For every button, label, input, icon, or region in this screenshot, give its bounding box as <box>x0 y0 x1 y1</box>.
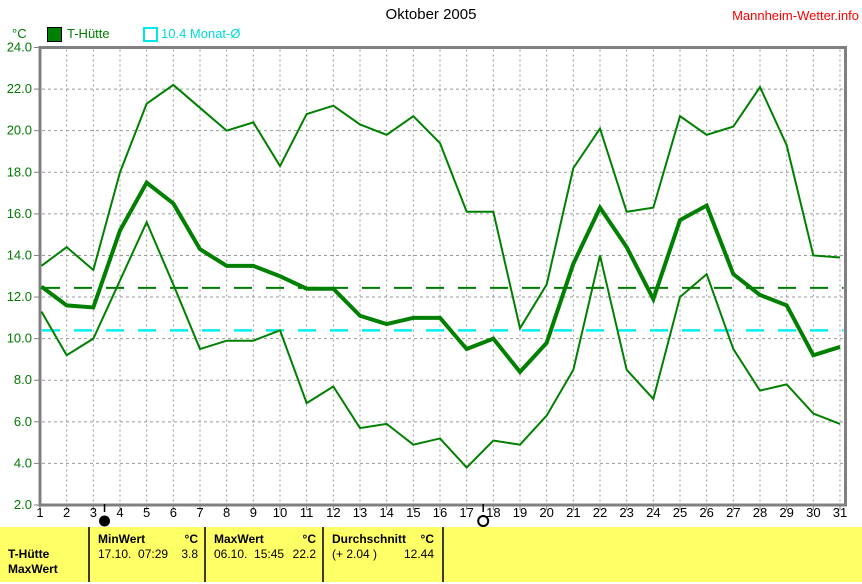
x-tick-label: 4 <box>116 505 123 520</box>
y-tick-label: 12.0 <box>7 289 32 304</box>
x-tick-label: 20 <box>539 505 553 520</box>
x-tick-label: 8 <box>223 505 230 520</box>
stats-row-labels-column: T-Hütte MaxWert <box>8 527 84 582</box>
table-divider <box>442 527 444 582</box>
y-tick-label: 22.0 <box>7 81 32 96</box>
max-line <box>40 83 841 331</box>
y-axis-unit-label: °C <box>12 26 27 41</box>
durchschnitt-unit: °C <box>420 532 434 546</box>
durchschnitt-header: Durchschnitt <box>332 532 407 546</box>
stats-table: T-Hütte MaxWert MinWert °C 17.10. 07:29 … <box>0 527 862 582</box>
minwert-column: MinWert °C 17.10. 07:29 3.8 <box>98 527 198 582</box>
x-tick-label: 28 <box>753 505 767 520</box>
maxwert-value: 22.2 <box>292 547 316 561</box>
table-divider <box>322 527 324 582</box>
x-tick-label: 25 <box>673 505 687 520</box>
y-tick-label: 18.0 <box>7 164 32 179</box>
x-tick-label: 29 <box>779 505 793 520</box>
new-moon-icon <box>99 515 111 527</box>
temperature-chart: 2.0 4.0 6.0 8.0 10.0 12.0 14.0 16.0 18.0 20.0 22.0… <box>7 40 847 527</box>
x-tick-label: 2 <box>63 505 70 520</box>
page-title: Oktober 2005 <box>385 6 477 23</box>
x-tick-label: 24 <box>646 505 660 520</box>
minwert-unit: °C <box>184 532 198 546</box>
maxwert-header: MaxWert <box>214 532 264 546</box>
min-line <box>40 219 841 470</box>
y-tick-label: 8.0 <box>14 372 32 387</box>
legend-open-square-icon <box>143 27 158 42</box>
row-label-t-huette: T-Hütte <box>8 547 50 561</box>
minwert-datetime: 17.10. 07:29 <box>98 547 169 561</box>
x-tick-label: 19 <box>513 505 527 520</box>
x-tick-label: 3 <box>90 505 97 520</box>
plot-frame <box>38 46 847 507</box>
y-tick-label: 4.0 <box>14 455 32 470</box>
x-tick-label: 13 <box>353 505 367 520</box>
x-tick-label: 1 <box>36 505 43 520</box>
maxwert-unit: °C <box>302 532 316 546</box>
y-tick-label: 10.0 <box>7 331 32 346</box>
x-tick-label: 7 <box>196 505 203 520</box>
legend-label-t-huette: T-Hütte <box>67 26 110 41</box>
table-divider <box>204 527 206 582</box>
y-tick-label: 2.0 <box>14 497 32 512</box>
durchschnitt-anomaly: (+ 2.04 ) <box>332 547 378 561</box>
x-tick-label: 12 <box>326 505 340 520</box>
x-tick-label: 23 <box>619 505 633 520</box>
x-tick-label: 9 <box>250 505 257 520</box>
site-watermark: Mannheim-Wetter.info <box>732 8 859 23</box>
durchschnitt-value: 12.44 <box>403 547 434 561</box>
y-tick-label: 20.0 <box>7 123 32 138</box>
x-tick-label: 31 <box>833 505 847 520</box>
x-tick-label: 5 <box>143 505 150 520</box>
durchschnitt-column: Durchschnitt °C (+ 2.04 ) 12.44 <box>332 527 434 582</box>
x-tick-label: 26 <box>699 505 713 520</box>
full-moon-icon <box>477 515 490 527</box>
legend-filled-square-icon <box>47 27 62 42</box>
x-tick-label: 17 <box>459 505 473 520</box>
x-tick-label: 27 <box>726 505 740 520</box>
y-tick-label: 14.0 <box>7 247 32 262</box>
y-tick-label: 6.0 <box>14 414 32 429</box>
x-tick-label: 30 <box>806 505 820 520</box>
table-divider <box>88 527 90 582</box>
x-tick-label: 15 <box>406 505 420 520</box>
legend-label-monat-avg: 10.4 Monat-Ø <box>161 26 241 41</box>
row-label-maxwert: MaxWert <box>8 562 58 576</box>
y-tick-label: 24.0 <box>7 40 32 55</box>
x-tick-label: 6 <box>170 505 177 520</box>
x-tick-label: 14 <box>379 505 393 520</box>
x-tick-label: 16 <box>433 505 447 520</box>
maxwert-column: MaxWert °C 06.10. 15:45 22.2 <box>214 527 316 582</box>
y-tick-label: 16.0 <box>7 206 32 221</box>
x-tick-label: 22 <box>593 505 607 520</box>
x-tick-label: 11 <box>300 505 314 520</box>
x-tick-label: 21 <box>566 505 580 520</box>
minwert-header: MinWert <box>98 532 146 546</box>
x-tick-label: 18 <box>486 505 500 520</box>
mean-line <box>40 179 841 375</box>
x-tick-label: 10 <box>273 505 287 520</box>
maxwert-datetime: 06.10. 15:45 <box>214 547 285 561</box>
minwert-value: 3.8 <box>181 547 198 561</box>
